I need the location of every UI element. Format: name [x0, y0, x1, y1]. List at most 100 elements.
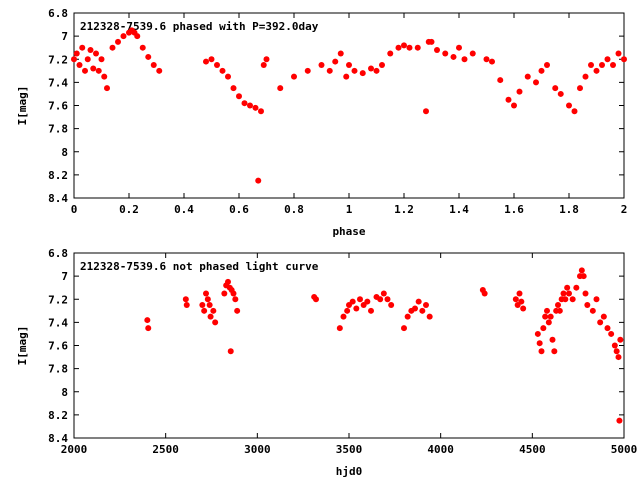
data-point	[434, 47, 440, 53]
data-point	[461, 56, 468, 63]
data-point	[604, 56, 611, 63]
data-point	[615, 50, 622, 57]
data-point	[538, 348, 545, 355]
data-point	[580, 273, 587, 280]
data-point	[255, 177, 262, 184]
data-point	[406, 44, 413, 51]
data-point	[599, 62, 605, 69]
data-point	[569, 296, 576, 303]
chart-title: 212328-7539.6 not phased light curve	[80, 260, 319, 273]
data-point	[332, 58, 339, 65]
data-point	[593, 296, 600, 303]
data-point	[357, 296, 363, 303]
x-tick-label: 1.2	[394, 203, 414, 216]
data-point	[71, 56, 77, 63]
data-point	[412, 305, 418, 312]
y-tick-label: 8	[61, 146, 68, 159]
data-point	[359, 70, 366, 77]
data-point	[428, 38, 435, 45]
data-point	[201, 307, 208, 314]
data-point	[483, 56, 490, 63]
plot-frame	[73, 12, 625, 199]
data-point	[258, 108, 264, 115]
x-tick-label: 1.6	[504, 203, 524, 216]
data-point	[236, 93, 242, 100]
data-point	[346, 62, 352, 69]
data-point	[423, 302, 429, 309]
data-point	[313, 296, 319, 303]
data-point	[230, 85, 237, 92]
data-point	[469, 50, 476, 57]
x-tick-label: 4500	[519, 443, 546, 456]
data-point	[252, 104, 259, 111]
data-point	[380, 290, 387, 297]
data-point	[373, 67, 380, 74]
data-point	[207, 313, 214, 320]
data-point	[540, 325, 547, 332]
x-tick-label: 3000	[244, 443, 271, 456]
y-tick-label: 8.2	[48, 409, 68, 422]
x-tick-label: 1.8	[559, 203, 579, 216]
data-point	[120, 33, 127, 40]
data-point	[516, 88, 523, 95]
data-point	[377, 296, 384, 303]
data-point	[212, 319, 219, 326]
data-point	[573, 284, 580, 291]
data-point	[564, 284, 571, 291]
x-tick-label: 0.8	[284, 203, 304, 216]
data-point	[426, 313, 433, 320]
data-point	[534, 330, 541, 337]
data-point	[442, 50, 449, 57]
data-point	[76, 62, 83, 69]
data-point	[234, 307, 241, 314]
data-point	[199, 302, 206, 309]
x-tick-label: 2500	[152, 443, 179, 456]
y-tick-label: 6.8	[48, 7, 68, 20]
y-axis-label: I[mag]	[16, 326, 29, 366]
data-point	[344, 307, 351, 314]
data-point	[555, 302, 561, 309]
x-tick-label: 0.6	[229, 203, 249, 216]
data-point	[544, 307, 550, 314]
data-point	[291, 73, 297, 80]
data-point	[337, 50, 344, 57]
x-axis-label: hjd0	[336, 465, 363, 478]
data-point	[343, 73, 350, 80]
data-point	[150, 62, 157, 69]
data-point	[219, 67, 226, 74]
data-point	[326, 67, 333, 74]
data-point	[582, 73, 589, 80]
data-point	[608, 330, 615, 337]
data-point	[387, 50, 394, 57]
data-point	[384, 296, 391, 303]
y-tick-label: 8.4	[48, 192, 68, 205]
phased-light-curve-panel: 212328-7539.6 phased with P=392.0day pha…	[16, 7, 627, 238]
data-point	[545, 319, 552, 326]
data-point	[349, 298, 356, 305]
data-point	[560, 290, 567, 297]
data-point	[368, 307, 374, 314]
y-tick-label: 8	[61, 386, 68, 399]
data-point	[73, 50, 80, 57]
data-point	[182, 296, 189, 303]
y-axis-label: I[mag]	[16, 86, 29, 126]
data-point	[600, 313, 607, 320]
data-point	[145, 325, 152, 332]
data-point	[401, 42, 407, 49]
y-tick-label: 7.6	[48, 100, 68, 113]
data-point	[87, 47, 94, 53]
data-point	[578, 267, 585, 274]
data-point	[95, 67, 102, 74]
data-point	[497, 77, 504, 84]
data-point	[221, 290, 228, 297]
x-tick-label: 1	[346, 203, 353, 216]
data-points	[144, 267, 624, 424]
data-point	[533, 79, 539, 86]
data-point	[615, 354, 622, 361]
data-point	[415, 298, 422, 305]
data-point	[611, 342, 618, 349]
data-point	[241, 100, 248, 107]
data-point	[562, 296, 569, 303]
data-point	[597, 319, 604, 326]
